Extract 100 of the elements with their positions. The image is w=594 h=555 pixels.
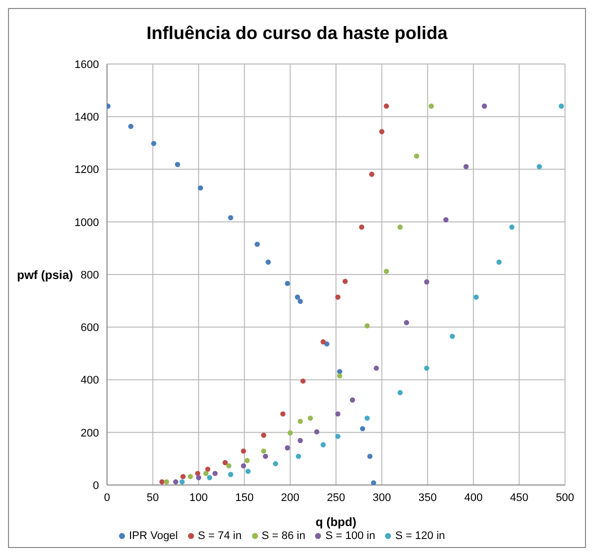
legend-label: S = 74 in — [198, 530, 242, 542]
point — [300, 378, 306, 384]
point — [151, 140, 156, 146]
point — [254, 242, 260, 247]
point — [203, 470, 209, 476]
point — [337, 368, 342, 374]
x-tick-label: 250 — [326, 492, 346, 504]
point — [240, 448, 246, 454]
point — [384, 268, 389, 274]
point — [226, 463, 232, 468]
point — [228, 215, 234, 220]
point — [463, 164, 469, 170]
point — [398, 224, 403, 230]
point — [424, 279, 430, 284]
y-tick-label: 800 — [80, 269, 99, 282]
x-tick-label: 200 — [281, 492, 300, 504]
point — [262, 454, 268, 459]
point — [272, 461, 278, 466]
x-tick-label: 0 — [104, 492, 110, 504]
point — [159, 479, 165, 484]
point — [212, 470, 218, 476]
point — [342, 278, 348, 284]
point — [474, 294, 479, 300]
point — [443, 217, 449, 222]
legend-label: S = 86 in — [262, 530, 306, 542]
y-tick-label: 200 — [80, 427, 99, 440]
y-tick-label: 0 — [92, 480, 99, 492]
y-tick-label: 1200 — [74, 164, 99, 176]
point — [261, 448, 266, 454]
x-tick-label: 50 — [146, 492, 159, 504]
point — [384, 104, 389, 109]
point — [206, 475, 212, 480]
y-axis-title: pwf (psia) — [17, 268, 73, 282]
point — [298, 298, 303, 304]
point — [337, 373, 342, 378]
point — [228, 472, 234, 478]
y-tick-label: 1600 — [74, 58, 99, 71]
y-tick-label: 400 — [80, 374, 99, 387]
point — [284, 280, 290, 286]
y-tick-label: 600 — [80, 322, 99, 334]
point — [294, 294, 300, 300]
point — [367, 454, 372, 459]
point — [174, 162, 180, 168]
point — [424, 366, 430, 371]
point — [245, 468, 251, 474]
point — [496, 260, 502, 265]
x-tick-label: 350 — [418, 492, 437, 504]
point — [369, 172, 374, 177]
point — [414, 153, 420, 159]
chart-title: Influência do curso da haste polida — [145, 22, 449, 45]
legend-label: S = 100 in — [325, 530, 376, 542]
point — [173, 479, 178, 484]
x-tick-label: 400 — [464, 492, 483, 504]
x-tick-label: 500 — [556, 492, 574, 504]
point — [298, 418, 303, 424]
point — [482, 104, 487, 109]
point — [107, 104, 111, 109]
point — [298, 438, 303, 444]
point — [188, 474, 193, 480]
point — [428, 104, 434, 109]
point — [558, 104, 564, 109]
point — [244, 458, 250, 464]
point — [335, 411, 340, 417]
point — [320, 339, 326, 344]
point — [350, 397, 356, 403]
point — [509, 224, 514, 230]
point — [536, 164, 542, 170]
point — [335, 434, 340, 439]
x-axis-title: q (bpd) — [316, 515, 356, 529]
point — [398, 390, 403, 396]
point — [450, 334, 455, 339]
y-tick-label: 1400 — [74, 112, 99, 124]
point — [364, 416, 370, 421]
point — [335, 294, 340, 300]
x-tick-label: 100 — [189, 492, 208, 504]
x-tick-label: 450 — [510, 492, 528, 504]
legend-label: IPR Vogel — [128, 530, 178, 542]
point — [296, 454, 302, 459]
point — [284, 445, 290, 450]
point — [404, 320, 410, 326]
point — [374, 366, 379, 371]
point — [180, 474, 186, 480]
point — [198, 185, 204, 191]
legend-label: S = 120 in — [395, 530, 446, 542]
point — [261, 432, 266, 438]
point — [314, 429, 320, 434]
point — [180, 479, 185, 484]
y-tick-label: 1000 — [74, 216, 99, 229]
point — [266, 260, 271, 265]
x-tick-label: 150 — [235, 492, 254, 504]
point — [280, 411, 286, 417]
point — [128, 124, 134, 129]
point — [360, 426, 366, 432]
point — [222, 460, 228, 466]
x-tick-label: 300 — [372, 492, 391, 504]
point — [370, 480, 376, 485]
point — [308, 416, 313, 421]
point — [379, 129, 384, 134]
point — [205, 466, 210, 472]
point — [240, 463, 246, 468]
